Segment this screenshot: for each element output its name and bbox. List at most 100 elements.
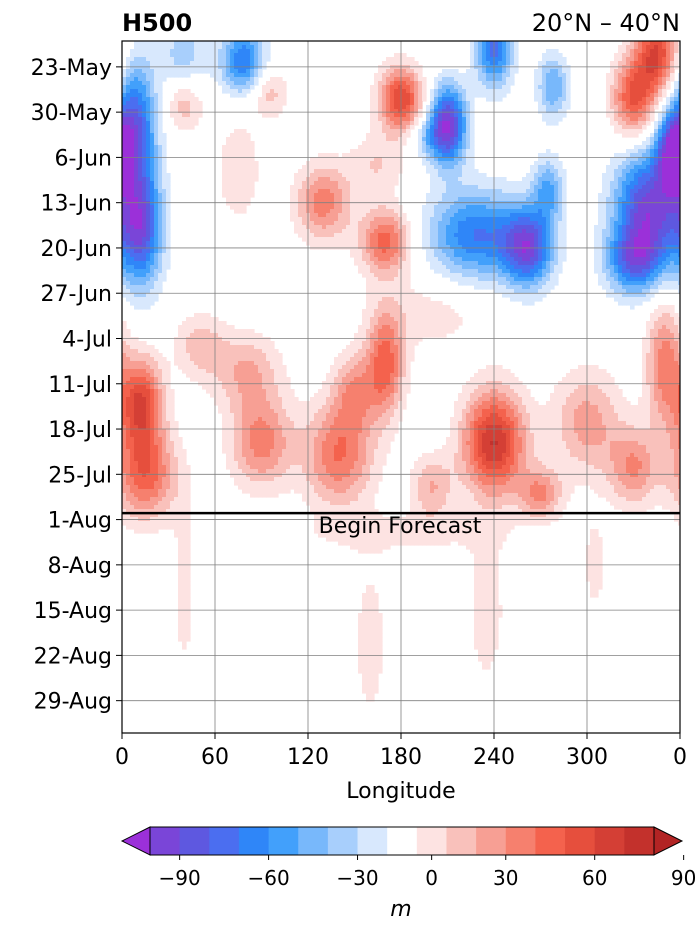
field-cell xyxy=(262,93,267,98)
field-cell xyxy=(126,137,131,142)
field-cell xyxy=(614,153,619,158)
field-cell xyxy=(482,177,487,182)
field-cell xyxy=(138,125,143,130)
field-cell xyxy=(454,73,459,78)
field-cell xyxy=(466,233,471,238)
field-cell xyxy=(146,113,151,118)
field-cell xyxy=(470,277,475,282)
field-cell xyxy=(598,245,603,250)
field-cell xyxy=(390,269,395,274)
field-cell xyxy=(410,101,415,106)
field-cell xyxy=(214,73,219,78)
field-cell xyxy=(626,101,631,106)
field-cell xyxy=(486,213,491,218)
field-cell xyxy=(494,45,499,50)
field-cell xyxy=(290,185,295,190)
field-cell xyxy=(322,205,327,210)
field-cell xyxy=(206,53,211,58)
field-cell xyxy=(450,89,455,94)
field-cell xyxy=(646,97,651,102)
field-cell xyxy=(610,177,615,182)
field-cell xyxy=(242,157,247,162)
field-cell xyxy=(562,241,567,246)
field-cell xyxy=(510,49,515,54)
field-cell xyxy=(662,201,667,206)
field-cell xyxy=(654,101,659,106)
field-cell xyxy=(398,237,403,242)
field-cell xyxy=(270,101,275,106)
field-cell xyxy=(374,89,379,94)
field-cell xyxy=(642,253,647,258)
field-cell xyxy=(474,221,479,226)
field-cell xyxy=(486,193,491,198)
field-cell xyxy=(278,109,283,114)
field-cell xyxy=(134,193,139,198)
field-cell xyxy=(382,277,387,282)
field-cell xyxy=(450,105,455,110)
field-cell xyxy=(142,241,147,246)
field-cell xyxy=(122,205,127,210)
field-cell xyxy=(674,221,679,226)
field-cell xyxy=(130,197,135,202)
field-cell xyxy=(178,121,183,126)
field-cell xyxy=(318,217,323,222)
field-cell xyxy=(450,97,455,102)
field-cell xyxy=(662,169,667,174)
field-cell xyxy=(378,253,383,258)
field-cell xyxy=(618,185,623,190)
field-cell xyxy=(434,81,439,86)
field-cell xyxy=(554,229,559,234)
field-cell xyxy=(234,181,239,186)
field-cell xyxy=(362,153,367,158)
field-cell xyxy=(474,73,479,78)
field-cell xyxy=(622,257,627,262)
field-cell xyxy=(634,269,639,274)
field-cell xyxy=(150,109,155,114)
field-cell xyxy=(526,193,531,198)
field-cell xyxy=(350,225,355,230)
field-cell xyxy=(178,105,183,110)
field-cell xyxy=(446,85,451,90)
field-cell xyxy=(318,169,323,174)
field-cell xyxy=(614,277,619,282)
field-cell xyxy=(146,177,151,182)
field-cell xyxy=(486,185,491,190)
field-cell xyxy=(410,117,415,122)
field-cell xyxy=(594,249,599,254)
field-cell xyxy=(542,81,547,86)
field-cell xyxy=(454,137,459,142)
field-cell xyxy=(534,225,539,230)
field-cell xyxy=(598,209,603,214)
field-cell xyxy=(658,281,663,286)
field-cell xyxy=(130,177,135,182)
field-cell xyxy=(674,261,679,266)
field-cell xyxy=(510,81,515,86)
field-cell xyxy=(626,221,631,226)
field-cell xyxy=(470,81,475,86)
field-cell xyxy=(486,41,491,46)
field-cell xyxy=(158,285,163,290)
field-cell xyxy=(130,161,135,166)
field-cell xyxy=(670,265,675,270)
field-cell xyxy=(674,149,679,154)
field-cell xyxy=(162,265,167,270)
field-cell xyxy=(198,101,203,106)
field-cell xyxy=(222,165,227,170)
field-cell xyxy=(402,93,407,98)
field-cell xyxy=(542,261,547,266)
field-cell xyxy=(450,129,455,134)
field-cell xyxy=(210,61,215,66)
field-cell xyxy=(634,257,639,262)
field-cell xyxy=(474,269,479,274)
field-cell xyxy=(250,45,255,50)
field-cell xyxy=(662,57,667,62)
field-cell xyxy=(122,213,127,218)
field-cell xyxy=(430,149,435,154)
field-cell xyxy=(518,241,523,246)
field-cell xyxy=(514,249,519,254)
field-cell xyxy=(674,137,679,142)
field-cell xyxy=(166,229,171,234)
field-cell xyxy=(438,165,443,170)
field-cell xyxy=(610,85,615,90)
field-cell xyxy=(390,129,395,134)
